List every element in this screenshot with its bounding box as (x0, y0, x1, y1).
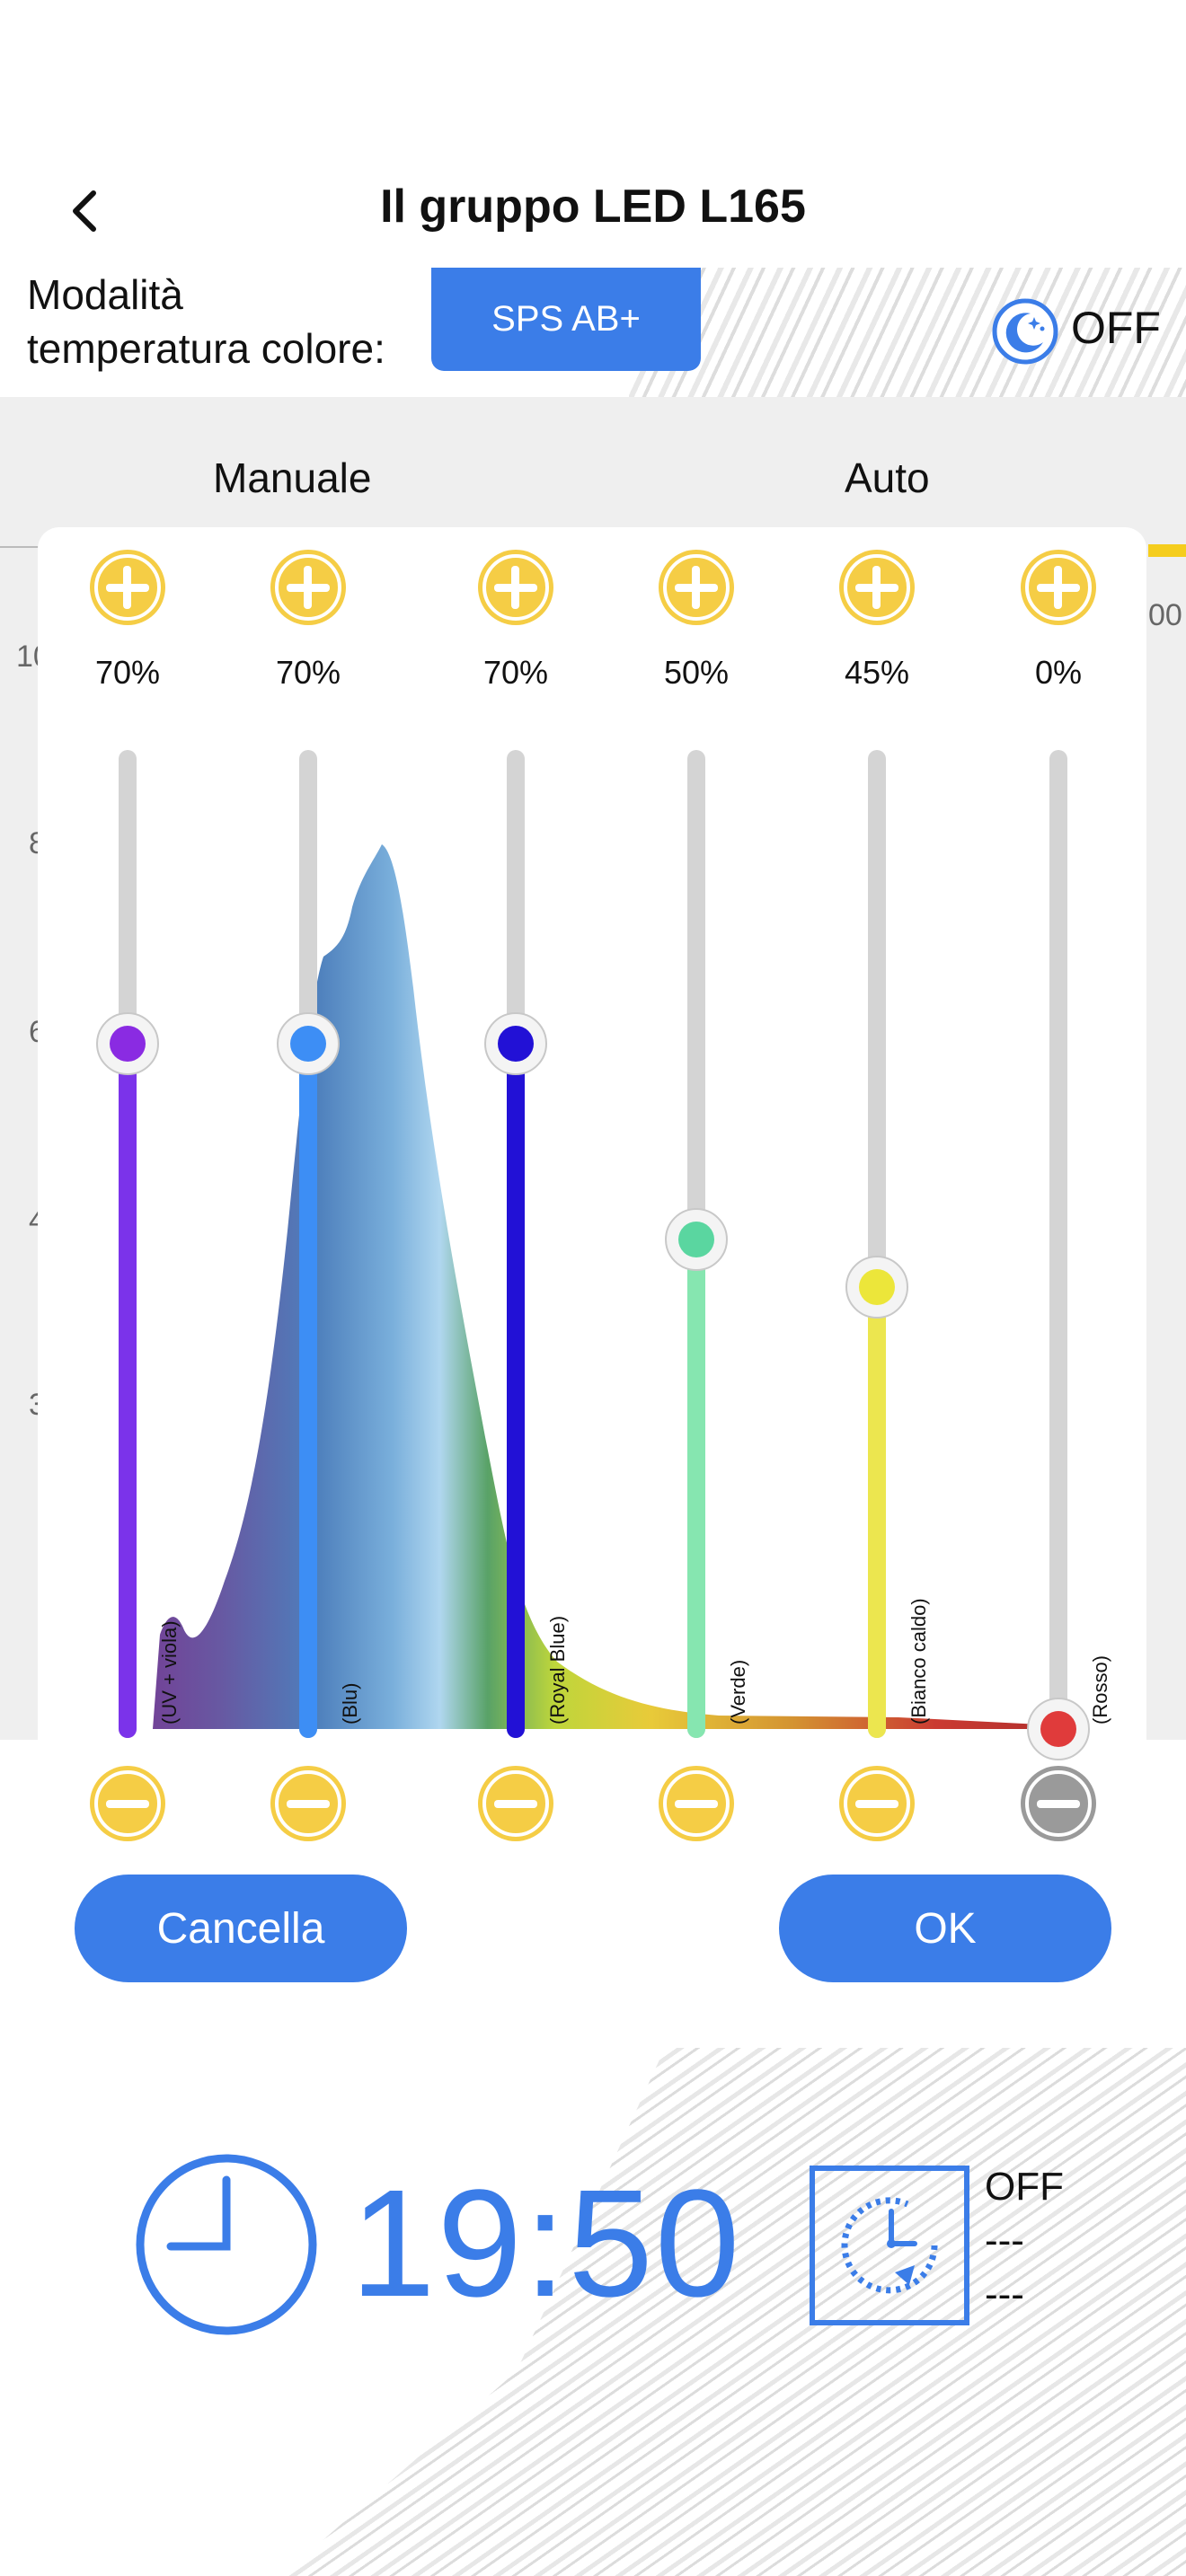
channel-percent: 50% (663, 654, 730, 691)
increase-royal-blue-button[interactable] (478, 550, 553, 625)
channel-name: (Bianco caldo) (907, 1598, 930, 1725)
led-channel-dialog (38, 527, 1146, 2048)
moon-stars-icon[interactable] (991, 297, 1059, 366)
cancel-button[interactable]: Cancella (75, 1875, 407, 1982)
moon-mode-state: OFF (1071, 303, 1161, 353)
mode-label-line2: temperatura colore: (27, 325, 385, 372)
current-time: 19:50 (350, 2158, 742, 2329)
bottom-status-area (0, 2048, 1186, 2576)
decrease-red-button[interactable] (1021, 1766, 1096, 1841)
mode-select-button[interactable]: SPS AB+ (431, 268, 701, 371)
increase-red-button[interactable] (1021, 550, 1096, 625)
tab-active-indicator (1148, 544, 1186, 557)
chevron-left-icon[interactable] (63, 184, 108, 238)
channel-name: (Rosso) (1089, 1654, 1111, 1725)
decrease-blue-button[interactable] (270, 1766, 346, 1841)
increase-blue-button[interactable] (270, 550, 346, 625)
timer-reset-icon[interactable] (809, 2165, 970, 2326)
channel-percent: 70% (482, 654, 549, 691)
tab-bar (0, 397, 1186, 548)
decrease-royal-blue-button[interactable] (478, 1766, 553, 1841)
decrease-uv-violet-button[interactable] (90, 1766, 165, 1841)
header: Il gruppo LED L165 (0, 0, 1186, 269)
timer-end: --- (985, 2272, 1024, 2316)
timer-state: OFF (985, 2165, 1064, 2209)
clock-icon[interactable] (135, 2153, 318, 2336)
timer-start: --- (985, 2219, 1024, 2263)
increase-green-button[interactable] (659, 550, 734, 625)
coral-texture-background (629, 268, 1186, 397)
tab-manual[interactable]: Manuale (213, 454, 372, 501)
page-title: Il gruppo LED L165 (380, 181, 806, 233)
tab-divider (0, 546, 54, 548)
channel-name: (Verde) (727, 1659, 749, 1725)
channel-name: (Blu) (339, 1682, 361, 1725)
channel-percent: 0% (1034, 654, 1083, 691)
ok-button[interactable]: OK (779, 1875, 1111, 1982)
channel-name: (Royal Blue) (546, 1615, 569, 1725)
color-temperature-mode-row: Modalità temperatura colore: SPS AB+ OFF (0, 268, 1186, 397)
background-x-tick: 00 (1148, 598, 1182, 632)
decrease-warm-white-button[interactable] (839, 1766, 915, 1841)
channel-percent: 45% (844, 654, 910, 691)
tab-auto[interactable]: Auto (845, 454, 930, 501)
decrease-green-button[interactable] (659, 1766, 734, 1841)
mode-label-line1: Modalità (27, 271, 183, 318)
increase-warm-white-button[interactable] (839, 550, 915, 625)
color-temperature-label: Modalità temperatura colore: (27, 268, 385, 375)
channel-percent: 70% (275, 654, 341, 691)
channel-name: (UV + viola) (158, 1620, 181, 1725)
channel-percent: 70% (94, 654, 161, 691)
increase-uv-violet-button[interactable] (90, 550, 165, 625)
